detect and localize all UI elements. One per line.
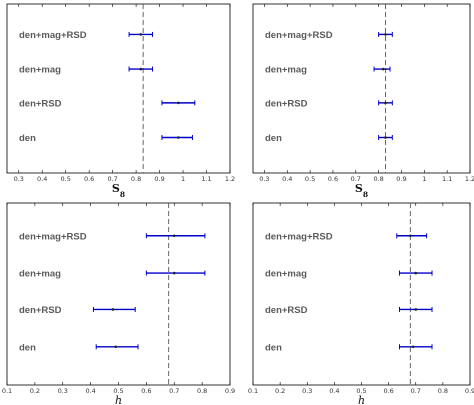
x-tick-label: 0.5	[356, 387, 366, 395]
category-label: den+mag	[265, 269, 307, 280]
errorbar-marker	[139, 67, 143, 71]
errorbar-marker	[409, 234, 412, 238]
x-tick-label: 0.5	[113, 387, 123, 395]
x-tick-label: 0.4	[85, 387, 95, 395]
category-label: den+mag+RSD	[265, 30, 333, 41]
x-tick-label: 1.2	[225, 175, 235, 183]
x-tick-label: 0.6	[84, 175, 94, 183]
category-label: den+RSD	[265, 98, 308, 109]
errorbar-marker	[114, 345, 118, 349]
x-tick-label: 0.4	[329, 387, 339, 395]
x-tick-label: 0.8	[197, 387, 207, 395]
x-tick-label: 0.1	[2, 387, 12, 395]
errorbar-marker	[384, 136, 387, 139]
x-tick-label: 0.7	[351, 175, 361, 183]
x-tick-label: 0.5	[305, 175, 315, 183]
panel-1: 0.3 0.4 0.5 0.6 0.7 0.8 0.9 1 1.1 1.2 den+mag+RSD d…	[6, 3, 235, 199]
axes-box	[6, 3, 231, 174]
category-label: den	[19, 133, 36, 144]
category-label: den+mag	[19, 65, 61, 76]
errorbar-marker	[139, 33, 143, 36]
errorbar-marker	[384, 33, 387, 36]
x-axis-label: S8	[112, 182, 125, 199]
panel-2: 0.3 0.4 0.5 0.6 0.7 0.8 0.9 1 1.1 1.2 den+mag+RSD d…	[252, 3, 474, 199]
x-tick-label: 0.7	[411, 387, 421, 395]
x-tick-label: 0.1	[248, 387, 258, 395]
x-tick-label: 0.3	[58, 387, 68, 395]
category-label: den+mag+RSD	[19, 231, 87, 242]
errorbar-marker	[414, 271, 418, 275]
x-axis-label: h	[115, 394, 122, 405]
axes-box	[252, 3, 471, 174]
errorbar-marker	[384, 101, 387, 105]
x-tick-label: 0.7	[169, 387, 179, 395]
errorbar-marker	[381, 67, 385, 71]
x-tick-label: 0.9	[154, 175, 164, 183]
x-tick-label: 1	[181, 175, 185, 183]
panel-4: 0.1 0.2 0.3 0.4 0.5 0.6 0.7 0.8 0.9 den+mag+RSD de…	[248, 202, 474, 405]
category-label: den+mag	[19, 269, 61, 280]
x-tick-label: 1	[422, 175, 426, 183]
x-tick-label: 1.2	[465, 175, 474, 183]
x-tick-label: 0.7	[107, 175, 117, 183]
x-tick-label: 0.9	[396, 175, 406, 183]
x-tick-label: 0.3	[14, 175, 24, 183]
x-tick-label: 0.9	[465, 387, 474, 395]
x-tick-label: 0.2	[275, 387, 285, 395]
errorbar-marker	[411, 345, 415, 349]
category-label: den+RSD	[19, 98, 62, 109]
errorbar-marker	[111, 308, 115, 311]
x-tick-label: 0.4	[282, 175, 292, 183]
category-label: den	[265, 133, 282, 144]
x-axis-label: S8	[355, 182, 368, 199]
x-tick-label: 0.6	[383, 387, 393, 395]
category-label: den+RSD	[265, 305, 308, 316]
x-tick-label: 0.4	[37, 175, 47, 183]
x-tick-label: 0.2	[30, 387, 40, 395]
x-tick-label: 0.3	[302, 387, 312, 395]
x-tick-label: 1.1	[201, 175, 211, 183]
x-tick-label: 0.5	[61, 175, 71, 183]
category-label: den+mag+RSD	[265, 231, 333, 242]
errorbar-marker	[177, 101, 180, 105]
x-tick-label: 1.1	[442, 175, 452, 183]
category-label: den	[19, 342, 36, 353]
x-tick-label: 0.9	[225, 387, 235, 395]
x-tick-label: 0.8	[373, 175, 383, 183]
x-axis-label: h	[358, 394, 365, 405]
x-tick-label: 0.6	[141, 387, 151, 395]
errorbar-marker	[172, 271, 176, 275]
category-label: den+mag+RSD	[19, 30, 87, 41]
errorbar-marker	[414, 308, 418, 311]
panel-3: 0.1 0.2 0.3 0.4 0.5 0.6 0.7 0.8 0.9 den+mag+RSD de…	[2, 202, 235, 405]
x-tick-label: 0.3	[259, 175, 269, 183]
category-label: den	[265, 342, 282, 353]
category-label: den+RSD	[19, 305, 62, 316]
category-label: den+mag	[265, 65, 307, 76]
x-tick-label: 0.6	[328, 175, 338, 183]
errorbar-marker	[172, 234, 176, 238]
x-tick-label: 0.8	[438, 387, 448, 395]
x-tick-label: 0.8	[131, 175, 141, 183]
errorbar-marker	[177, 136, 180, 139]
